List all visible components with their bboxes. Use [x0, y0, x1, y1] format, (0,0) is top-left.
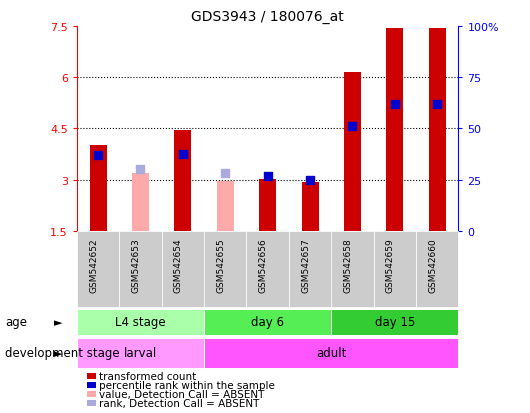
Text: development stage: development stage	[5, 347, 120, 360]
Bar	[77, 309, 204, 335]
Point	[179, 151, 187, 158]
Bar	[344, 73, 361, 231]
Text: GSM542652: GSM542652	[89, 237, 98, 292]
Point	[391, 101, 399, 108]
Text: rank, Detection Call = ABSENT: rank, Detection Call = ABSENT	[99, 398, 260, 408]
Text: larval: larval	[124, 347, 157, 360]
Text: transformed count: transformed count	[99, 371, 196, 381]
Bar	[259, 180, 276, 231]
Point	[306, 177, 314, 183]
Bar	[289, 231, 331, 308]
Text: GSM542657: GSM542657	[301, 237, 310, 292]
Bar	[204, 338, 458, 368]
Text: GSM542658: GSM542658	[343, 237, 352, 292]
Bar	[132, 174, 149, 231]
Point	[348, 124, 357, 131]
Text: GSM542653: GSM542653	[131, 237, 140, 292]
Bar	[302, 183, 319, 231]
Text: ►: ►	[54, 317, 63, 327]
Text: GSM542660: GSM542660	[428, 237, 437, 292]
Bar	[204, 309, 331, 335]
Text: GSM542659: GSM542659	[386, 237, 395, 292]
Text: adult: adult	[316, 347, 347, 360]
Bar	[90, 146, 107, 231]
Bar	[331, 231, 374, 308]
Text: day 15: day 15	[375, 316, 415, 329]
Bar	[77, 338, 204, 368]
Point	[136, 166, 145, 173]
Text: age: age	[5, 316, 28, 329]
Text: day 6: day 6	[251, 316, 284, 329]
Title: GDS3943 / 180076_at: GDS3943 / 180076_at	[191, 10, 344, 24]
Bar	[429, 28, 446, 231]
Bar	[246, 231, 289, 308]
Point	[221, 171, 229, 177]
Point	[263, 173, 272, 179]
Bar	[331, 309, 458, 335]
Bar	[204, 231, 246, 308]
Point	[433, 101, 441, 108]
Bar	[416, 231, 458, 308]
Bar	[162, 231, 204, 308]
Bar	[217, 182, 234, 231]
Text: L4 stage: L4 stage	[115, 316, 166, 329]
Point	[94, 152, 102, 159]
Bar	[386, 28, 403, 231]
Text: GSM542654: GSM542654	[174, 237, 183, 292]
Bar	[77, 231, 119, 308]
Text: percentile rank within the sample: percentile rank within the sample	[99, 380, 275, 390]
Text: GSM542655: GSM542655	[216, 237, 225, 292]
Text: value, Detection Call = ABSENT: value, Detection Call = ABSENT	[99, 389, 264, 399]
Bar	[374, 231, 416, 308]
Text: ►: ►	[54, 348, 63, 358]
Text: GSM542656: GSM542656	[259, 237, 268, 292]
Bar	[119, 231, 162, 308]
Bar	[174, 131, 191, 231]
